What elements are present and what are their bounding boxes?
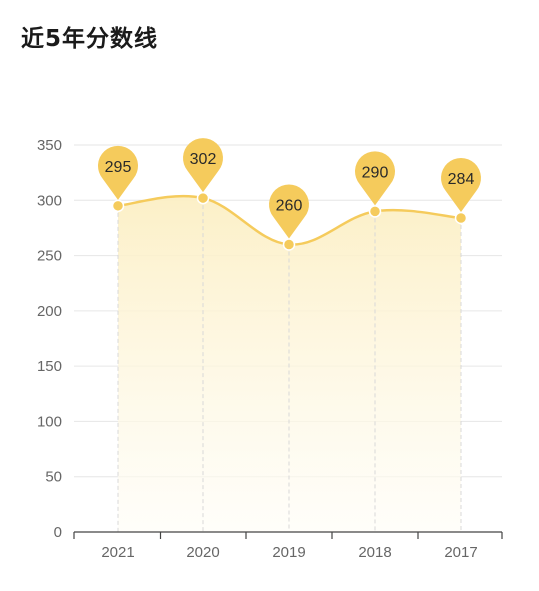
- data-point: [111, 199, 125, 213]
- data-point: [454, 211, 468, 225]
- y-tick-label: 200: [37, 303, 62, 320]
- point-drop-lines: [117, 198, 462, 532]
- y-tick-label: 100: [37, 413, 62, 430]
- data-point: [196, 191, 210, 205]
- value-pin: [182, 138, 223, 193]
- value-pin: [269, 184, 310, 239]
- x-tick-label: 2017: [444, 544, 477, 561]
- x-tick-label: 2018: [358, 544, 391, 561]
- data-label: 290: [362, 164, 389, 181]
- x-tick-label: 2021: [101, 544, 134, 561]
- y-tick-label: 250: [37, 248, 62, 265]
- value-pin: [98, 145, 138, 200]
- data-label: 260: [276, 198, 303, 215]
- page-title: 近5年分数线: [21, 26, 159, 52]
- data-point: [282, 238, 296, 251]
- value-pin: [355, 151, 396, 206]
- y-tick-label: 50: [45, 469, 62, 486]
- data-markers: [111, 191, 468, 251]
- y-tick-label: 300: [37, 192, 62, 209]
- x-tick-label: 2019: [272, 544, 305, 561]
- y-tick-label: 150: [37, 358, 62, 375]
- x-tick-label: 2020: [186, 544, 219, 561]
- data-label: 284: [448, 171, 475, 188]
- value-pins: 295 302 260 290 284: [98, 138, 481, 239]
- data-label: 295: [105, 159, 132, 176]
- data-label: 302: [190, 151, 217, 168]
- data-point: [368, 205, 382, 218]
- y-tick-label: 350: [37, 137, 62, 154]
- value-pin: [441, 157, 481, 212]
- axes: 0 50 100 150 200 250 300 350 2021 2020 2019 2018 201…: [37, 137, 503, 561]
- y-tick-label: 0: [54, 524, 62, 541]
